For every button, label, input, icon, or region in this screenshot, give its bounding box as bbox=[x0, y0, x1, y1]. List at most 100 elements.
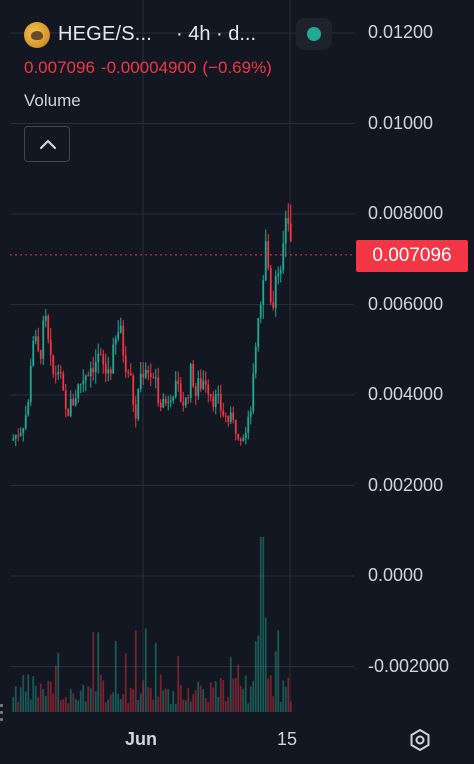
candle-body bbox=[237, 433, 240, 440]
candle-body bbox=[149, 373, 152, 378]
candle-body bbox=[14, 435, 17, 439]
volume-bar bbox=[99, 674, 102, 712]
market-status[interactable] bbox=[296, 18, 332, 50]
volume-bar bbox=[84, 701, 87, 712]
candle-body bbox=[244, 432, 247, 439]
volume-bar bbox=[47, 681, 50, 712]
y-axis-tick-label: 0.002000 bbox=[368, 474, 444, 495]
x-axis-label-jun: Jun bbox=[125, 729, 158, 749]
volume-bar bbox=[152, 699, 155, 712]
candle-body bbox=[12, 438, 15, 441]
volume-bar bbox=[284, 686, 287, 712]
candle-body bbox=[204, 380, 207, 385]
volume-bar bbox=[282, 680, 285, 712]
volume-bar bbox=[147, 686, 150, 712]
volume-bar bbox=[217, 697, 220, 712]
volume-bar bbox=[62, 699, 65, 712]
volume-bar bbox=[57, 653, 60, 712]
candle-body bbox=[127, 371, 130, 374]
volume-bar bbox=[79, 690, 82, 712]
candle-body bbox=[162, 398, 165, 408]
price-change: -0.00004900 bbox=[100, 58, 197, 77]
volume-bar bbox=[122, 694, 125, 712]
candle-body bbox=[249, 411, 252, 417]
collapse-button[interactable] bbox=[24, 126, 70, 162]
candle-body bbox=[219, 393, 222, 411]
volume-bar bbox=[277, 630, 280, 712]
volume-indicator-label[interactable]: Volume bbox=[24, 91, 81, 110]
candle-body bbox=[132, 375, 135, 405]
candle-body bbox=[227, 416, 230, 422]
volume-bar bbox=[32, 676, 35, 712]
y-axis-tick-label: 0.006000 bbox=[368, 293, 444, 314]
candle-body bbox=[67, 408, 70, 416]
chart-header: HEGE/S... · 4h · d... 0.007096 -0.0000490… bbox=[0, 0, 474, 120]
candle-body bbox=[54, 373, 57, 375]
candle-body bbox=[17, 435, 20, 437]
volume-bar bbox=[64, 697, 67, 712]
candle-body bbox=[247, 416, 250, 433]
volume-bar bbox=[169, 703, 172, 712]
volume-bar bbox=[144, 628, 147, 712]
volume-bar bbox=[92, 631, 95, 712]
chart-grid bbox=[10, 0, 354, 712]
volume-bar bbox=[12, 696, 15, 712]
candle-body bbox=[159, 402, 162, 408]
price-summary: 0.007096 -0.00004900 (−0.69%) bbox=[24, 58, 278, 78]
settings-button[interactable] bbox=[406, 726, 434, 754]
volume-bar bbox=[77, 700, 80, 712]
candle-body bbox=[47, 315, 50, 340]
volume-bar bbox=[289, 701, 292, 712]
volume-bar bbox=[74, 699, 77, 712]
volume-bar bbox=[54, 665, 57, 712]
candle-body bbox=[74, 398, 77, 406]
candle-body bbox=[39, 350, 42, 359]
candle-body bbox=[194, 386, 197, 396]
candle-body bbox=[187, 397, 190, 399]
candle-body bbox=[42, 320, 45, 359]
candle-body bbox=[254, 346, 257, 374]
volume-bar bbox=[172, 691, 175, 712]
candle-body bbox=[147, 369, 150, 374]
candle-body bbox=[117, 332, 120, 339]
candle-body bbox=[137, 389, 140, 419]
y-axis-tick-label: 0.008000 bbox=[368, 203, 444, 223]
candle-body bbox=[239, 439, 242, 441]
volume-bar bbox=[142, 680, 145, 712]
y-axis-tick-label: 0.004000 bbox=[368, 384, 444, 404]
candle-body bbox=[64, 390, 67, 409]
volume-bar bbox=[187, 688, 190, 712]
hege-logo-icon bbox=[24, 22, 50, 48]
x-axis-label-15: 15 bbox=[277, 729, 298, 749]
volume-bar bbox=[29, 699, 32, 712]
chevron-up-icon bbox=[39, 139, 57, 150]
candle-body bbox=[152, 377, 155, 379]
y-axis-tick-label: 0.01000 bbox=[368, 112, 434, 133]
volume-bar bbox=[134, 630, 137, 712]
volume-bar bbox=[279, 702, 282, 712]
volume-bar bbox=[197, 681, 200, 712]
volume-bar bbox=[114, 640, 117, 712]
candle-body bbox=[82, 380, 85, 384]
candle-body bbox=[49, 339, 52, 355]
candle-body bbox=[257, 317, 260, 347]
candle-body bbox=[272, 302, 275, 308]
candle-body bbox=[34, 336, 37, 341]
pane-drag-handle[interactable] bbox=[0, 700, 4, 730]
candle-body bbox=[29, 365, 32, 402]
volume-bar bbox=[109, 694, 112, 712]
candle-body bbox=[114, 338, 117, 345]
volume-bar bbox=[259, 537, 262, 712]
volume-bar bbox=[19, 687, 22, 712]
volume-bar bbox=[234, 677, 237, 712]
interval-label[interactable]: · 4h · d... bbox=[176, 23, 257, 45]
candle-body bbox=[262, 280, 265, 305]
volume-bar bbox=[179, 685, 182, 712]
candle-body bbox=[104, 364, 107, 374]
symbol-name[interactable]: HEGE/S... bbox=[58, 23, 153, 45]
candle-body bbox=[119, 325, 122, 333]
volume-bar bbox=[67, 703, 70, 712]
candle-body bbox=[124, 355, 127, 372]
volume-bar bbox=[59, 700, 62, 712]
